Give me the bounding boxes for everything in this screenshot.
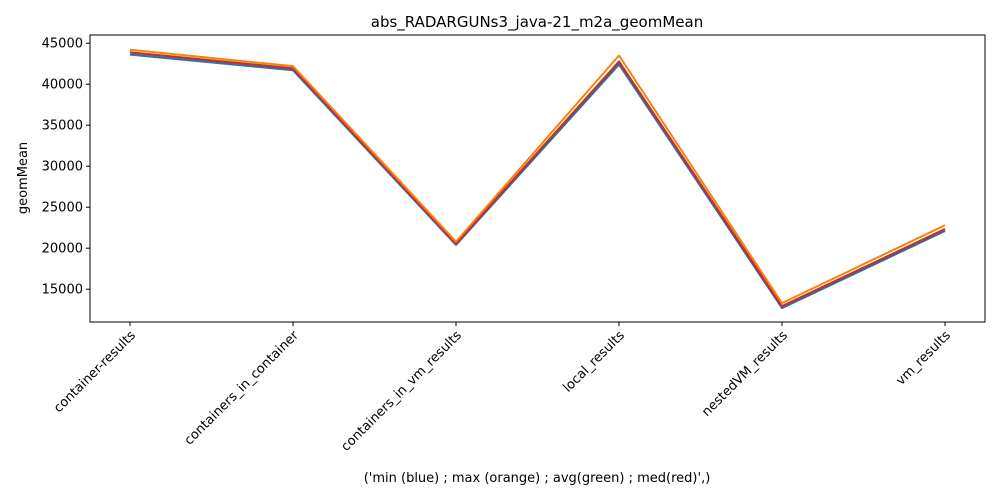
x-tick-label: container-results bbox=[51, 328, 139, 416]
x-tick-label: containers_in_container bbox=[182, 328, 303, 449]
x-tick-label: local_results bbox=[560, 328, 628, 396]
y-tick-label: 30000 bbox=[42, 160, 83, 175]
y-tick-label: 25000 bbox=[42, 201, 83, 216]
y-axis: 15000 20000 25000 30000 35000 40000 45000 bbox=[42, 37, 90, 298]
series-line-avg bbox=[129, 51, 946, 308]
x-axis-label: ('min (blue) ; max (orange) ; avg(green)… bbox=[364, 471, 711, 486]
series-line-med bbox=[129, 51, 946, 308]
series-line-min bbox=[129, 53, 946, 310]
y-tick-label: 45000 bbox=[42, 37, 83, 52]
chart-title: abs_RADARGUNs3_java-21_m2a_geomMean bbox=[371, 13, 703, 32]
x-axis: container-results containers_in_container… bbox=[51, 322, 954, 455]
y-axis-label: geomMean bbox=[16, 142, 31, 214]
y-tick-label: 20000 bbox=[42, 242, 83, 257]
x-tick-label: nestedVM_results bbox=[699, 328, 791, 420]
y-tick-label: 35000 bbox=[42, 119, 83, 134]
plot-frame bbox=[89, 34, 986, 323]
series-line-max bbox=[129, 48, 946, 305]
y-tick-label: 15000 bbox=[42, 283, 83, 298]
x-tick-label: vm_results bbox=[893, 328, 954, 389]
x-tick-label: containers_in_vm_results bbox=[339, 328, 465, 454]
y-tick-label: 40000 bbox=[42, 78, 83, 93]
series-lines bbox=[129, 48, 946, 310]
